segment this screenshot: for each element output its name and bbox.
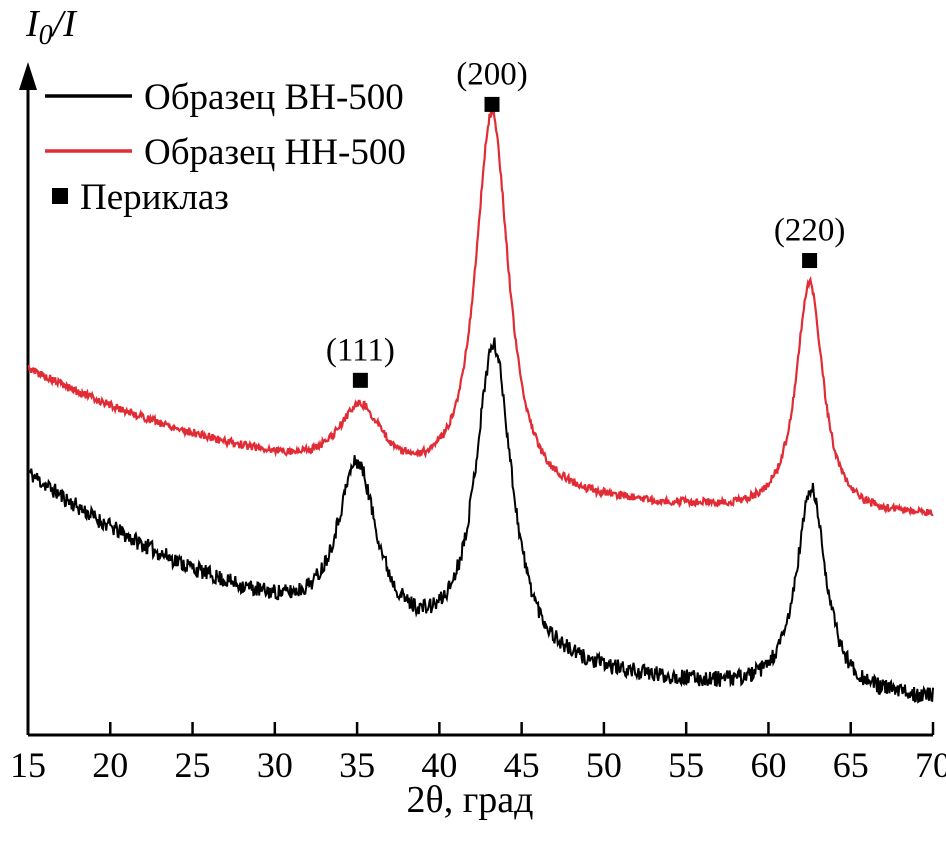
x-tick-label: 35 (339, 745, 375, 785)
legend-label-vn-500: Образец ВН-500 (144, 77, 404, 118)
plot-axes: 15 20 25 30 35 40 45 50 55 60 65 70 (10, 62, 946, 785)
x-axis-title: 2θ, град (407, 779, 534, 821)
periclase-peak-square-icon (352, 372, 368, 388)
periclase-peak-square-icon (802, 253, 818, 269)
legend-square-marker-icon (52, 188, 68, 204)
peak-hkl-label: (200) (456, 56, 527, 92)
x-tick-label: 15 (10, 745, 46, 785)
legend-label-periklaz: Периклаз (80, 177, 229, 218)
x-tick-label: 45 (504, 745, 540, 785)
x-tick-label: 55 (668, 745, 704, 785)
x-axis-ticks: 15 20 25 30 35 40 45 50 55 60 65 70 (10, 722, 946, 785)
peak-hkl-label: (111) (326, 332, 395, 368)
legend-label-nn-500: Образец НН-500 (144, 132, 406, 173)
chart-legend: Образец ВН-500 Образец НН-500 Периклаз (45, 77, 406, 218)
series-line-obrazets-vn-500 (27, 337, 934, 704)
x-tick-label: 65 (833, 745, 869, 785)
peak-hkl-label: (220) (774, 213, 845, 249)
x-tick-label: 40 (421, 745, 457, 785)
series-line-obrazets-nn-500 (27, 108, 934, 517)
x-tick-label: 60 (750, 745, 786, 785)
x-tick-label: 25 (175, 745, 211, 785)
series-lines (27, 108, 934, 704)
y-axis-arrowhead-icon (19, 62, 37, 90)
y-axis-title: I0/I (25, 3, 78, 51)
periclase-peak-square-icon (484, 96, 500, 112)
x-tick-label: 70 (915, 745, 946, 785)
x-tick-label: 50 (586, 745, 622, 785)
x-tick-label: 20 (92, 745, 128, 785)
x-tick-label: 30 (257, 745, 293, 785)
peak-annotations: (111) (200) (220) (326, 56, 845, 388)
